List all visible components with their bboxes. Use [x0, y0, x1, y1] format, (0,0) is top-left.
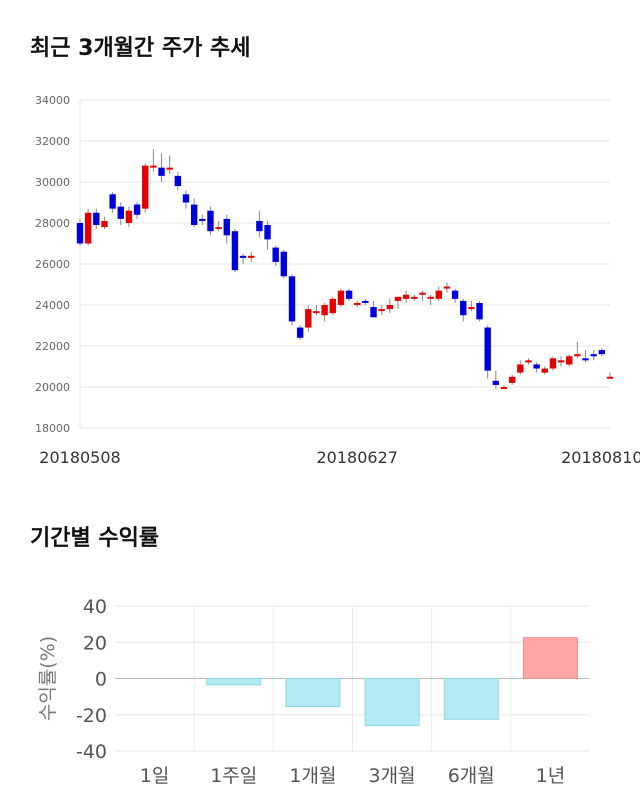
candle-body [158, 167, 165, 176]
x-category-label: 1년 [536, 765, 566, 787]
return-bar [443, 678, 499, 720]
candle-body [264, 225, 271, 240]
y-tick-label: 28000 [35, 217, 70, 230]
x-tick-label: 20180627 [317, 448, 398, 467]
candle-body [435, 290, 442, 299]
candle-body [443, 286, 451, 289]
candle-body [517, 364, 524, 373]
y-tick-label: 26000 [35, 258, 70, 271]
candle-body [411, 296, 418, 299]
returns-bar-chart: -40 -20 0 20 40 수익률(%) 1일 1주일 1개월 3개월 6개월 1년 [37, 596, 590, 787]
y-tick-label: -40 [76, 741, 107, 763]
y-tick-label: 40 [83, 596, 107, 618]
candle-body [305, 309, 312, 328]
y-tick-label: 30000 [35, 176, 70, 189]
y-tick-label: 20 [83, 632, 107, 654]
candle-body [557, 360, 565, 363]
y-tick-label: 22000 [35, 340, 70, 353]
candle-body [419, 292, 426, 295]
candle-body [476, 302, 483, 320]
candle-body [460, 300, 467, 316]
candle-body [582, 358, 589, 361]
candle-body [541, 368, 548, 373]
x-tick-label: 20180810 [561, 448, 640, 467]
candle-body [182, 194, 190, 203]
candle-body [109, 194, 116, 209]
candle-body [248, 255, 255, 258]
candle-body [484, 327, 491, 371]
y-tick-label: 32000 [35, 135, 70, 148]
candle-body [84, 212, 92, 244]
y-tick-label: 20000 [35, 381, 70, 394]
candle-body [150, 165, 157, 168]
candle-body [427, 296, 434, 299]
x-category-label: 1주일 [210, 765, 257, 787]
candle-body [101, 220, 108, 228]
candle-body [354, 302, 361, 305]
candle-body [590, 354, 597, 357]
candle-body [207, 210, 214, 232]
y-tick-label: 24000 [35, 299, 70, 312]
candle-body [256, 220, 263, 232]
candle-body [566, 356, 573, 365]
candle-body [166, 167, 173, 170]
candle-body [223, 218, 230, 236]
candle-body [606, 376, 614, 379]
x-category-label: 6개월 [448, 765, 495, 787]
y-tick-label: 18000 [35, 422, 70, 435]
candle-body [329, 298, 336, 314]
candle-body [239, 255, 247, 258]
candle-body [231, 231, 239, 271]
candle-body [598, 350, 606, 355]
candle-body [117, 206, 124, 219]
candle-body [533, 364, 540, 369]
candle-body [190, 204, 198, 226]
return-bar [285, 678, 341, 708]
return-bar [364, 678, 420, 727]
candle-body [492, 380, 500, 385]
candle-body [215, 227, 222, 230]
candle-body [272, 247, 279, 262]
candle-body [174, 175, 182, 187]
candle-body [296, 327, 304, 338]
candle-body [345, 290, 353, 299]
return-bar [522, 637, 578, 679]
candle-body [362, 300, 369, 303]
candle-body [378, 309, 385, 312]
candle-body [142, 165, 149, 209]
return-bar [206, 678, 262, 686]
y-axis-label: 수익률(%) [37, 636, 59, 721]
price-candlestick-chart: 18000 20000 22000 24000 26000 28000 30000 32000… [35, 94, 640, 467]
price-chart-title: 최근 3개월간 주가 추세 [30, 36, 251, 61]
candle-body [386, 305, 394, 310]
candle-body [370, 307, 377, 318]
candle-body [508, 376, 516, 383]
candle-body [125, 210, 133, 223]
candle-body [93, 212, 100, 226]
y-tick-label: -20 [76, 705, 107, 727]
candle-body [549, 358, 557, 369]
candle-body [133, 204, 141, 215]
x-category-label: 1일 [140, 765, 170, 787]
x-category-label: 1개월 [289, 765, 336, 787]
candle-body [288, 276, 296, 322]
candle-body [337, 290, 345, 305]
candle-body [313, 311, 320, 314]
candle-body [468, 307, 475, 310]
candle-body [321, 305, 328, 316]
candle-body [574, 354, 581, 357]
candle-body [500, 387, 508, 389]
candle-body [402, 294, 410, 299]
candle-body [451, 290, 459, 299]
y-tick-label: 0 [95, 669, 107, 691]
returns-chart-title: 기간별 수익률 [30, 526, 160, 551]
y-tick-label: 34000 [35, 94, 70, 107]
x-category-label: 3개월 [369, 765, 416, 787]
candle-body [280, 251, 288, 277]
candle-body [199, 218, 206, 221]
candle-body [525, 360, 532, 363]
x-tick-label: 20180508 [39, 448, 120, 467]
candle-body [394, 296, 402, 301]
candle-body [76, 223, 84, 244]
